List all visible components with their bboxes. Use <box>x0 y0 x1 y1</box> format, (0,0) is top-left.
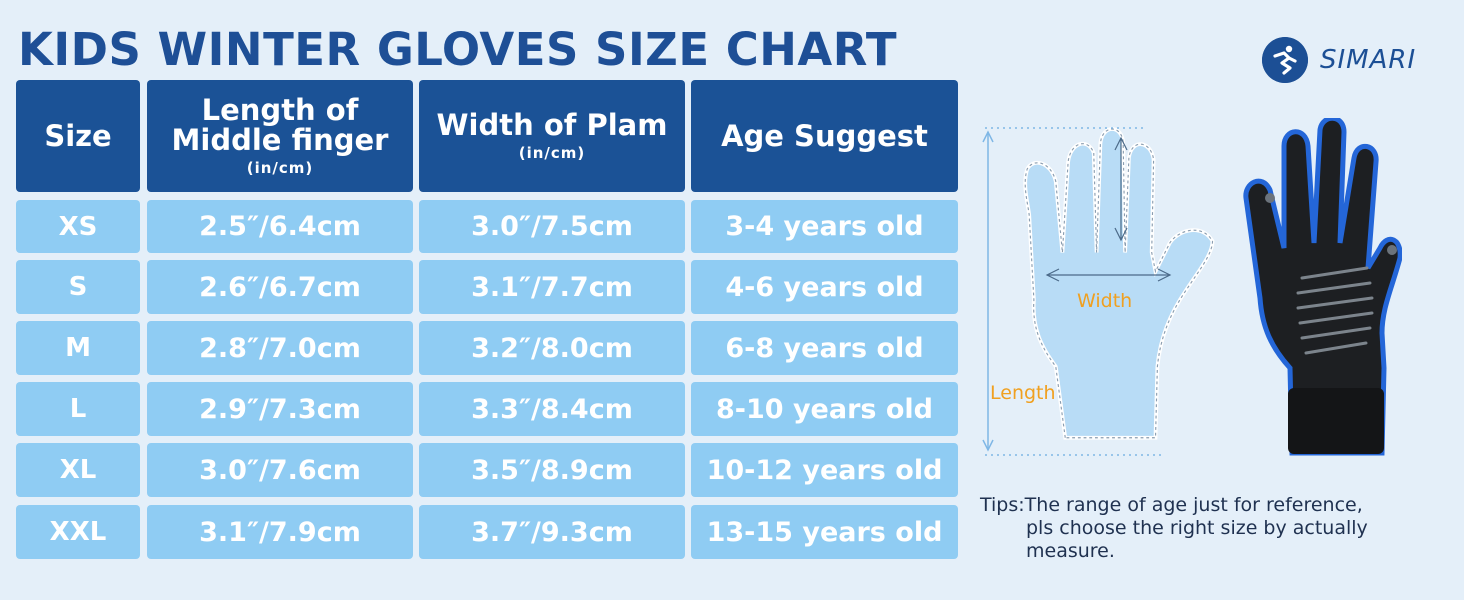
header-size: Size <box>16 80 140 192</box>
width-label: Width <box>1077 290 1133 312</box>
tips-lead: Tips: <box>980 494 1025 516</box>
size-cell: L <box>16 382 140 436</box>
header-unit: (in/cm) <box>246 159 314 177</box>
touchscreen-tip <box>1387 245 1397 255</box>
length-arrow-head-bottom <box>982 439 994 452</box>
size-cell: XL <box>16 443 140 497</box>
tips-line: pls choose the right size by actually <box>1026 517 1368 539</box>
tips-line: The range of age just for reference, <box>1024 494 1363 516</box>
touchscreen-tip <box>1265 193 1275 203</box>
palm-width-cell: 3.1″/7.7cm <box>419 260 685 314</box>
finger-length-cell: 3.1″/7.9cm <box>147 505 413 559</box>
brand-name: SIMARI <box>1320 45 1417 75</box>
tips-line: measure. <box>1026 540 1115 562</box>
header-age: Age Suggest <box>691 80 958 192</box>
glove-product-icon <box>1243 118 1402 456</box>
brand-logo: SIMARI <box>1262 37 1416 83</box>
finger-length-cell: 2.9″/7.3cm <box>147 382 413 436</box>
age-cell: 3-4 years old <box>691 200 958 253</box>
glove-grip-pattern <box>1296 266 1374 355</box>
finger-length-cell: 2.8″/7.0cm <box>147 321 413 375</box>
size-cell: XXL <box>16 505 140 559</box>
header-palm-width: Width of Plam (in/cm) <box>419 80 685 192</box>
length-label: Length <box>990 382 1056 404</box>
age-cell: 13-15 years old <box>691 505 958 559</box>
palm-width-cell: 3.7″/9.3cm <box>419 505 685 559</box>
width-arrow-head-left <box>1045 268 1060 282</box>
palm-width-cell: 3.3″/8.4cm <box>419 382 685 436</box>
hand-outline-icon <box>1023 127 1215 440</box>
header-label: Width of Plam <box>436 108 668 142</box>
palm-width-cell: 3.5″/8.9cm <box>419 443 685 497</box>
size-cell: S <box>16 260 140 314</box>
size-cell: M <box>16 321 140 375</box>
header-unit: (in/cm) <box>518 144 586 162</box>
length-arrow-head-top <box>982 130 994 143</box>
width-arrow-head-right <box>1157 268 1172 282</box>
simari-runner-logo-icon <box>1262 37 1308 83</box>
header-label: Age Suggest <box>721 119 928 153</box>
age-cell: 4-6 years old <box>691 260 958 314</box>
glove-cuff <box>1288 388 1384 454</box>
header-label: Length of Middle finger <box>171 93 389 157</box>
finger-length-cell: 2.6″/6.7cm <box>147 260 413 314</box>
age-cell: 8-10 years old <box>691 382 958 436</box>
tips-note: Tips: The range of age just for referenc… <box>980 494 1450 563</box>
age-cell: 10-12 years old <box>691 443 958 497</box>
palm-width-cell: 3.0″/7.5cm <box>419 200 685 253</box>
finger-arrow-head-top <box>1114 136 1128 151</box>
hand-measurement-diagram <box>982 127 1215 456</box>
finger-arrow-head-bottom <box>1114 227 1128 242</box>
size-cell: XS <box>16 200 140 253</box>
header-middle-finger: Length of Middle finger (in/cm) <box>147 80 413 192</box>
finger-length-cell: 2.5″/6.4cm <box>147 200 413 253</box>
header-label: Size <box>44 119 112 153</box>
palm-width-cell: 3.2″/8.0cm <box>419 321 685 375</box>
age-cell: 6-8 years old <box>691 321 958 375</box>
finger-length-cell: 3.0″/7.6cm <box>147 443 413 497</box>
page-title: KIDS WINTER GLOVES SIZE CHART <box>18 23 898 76</box>
